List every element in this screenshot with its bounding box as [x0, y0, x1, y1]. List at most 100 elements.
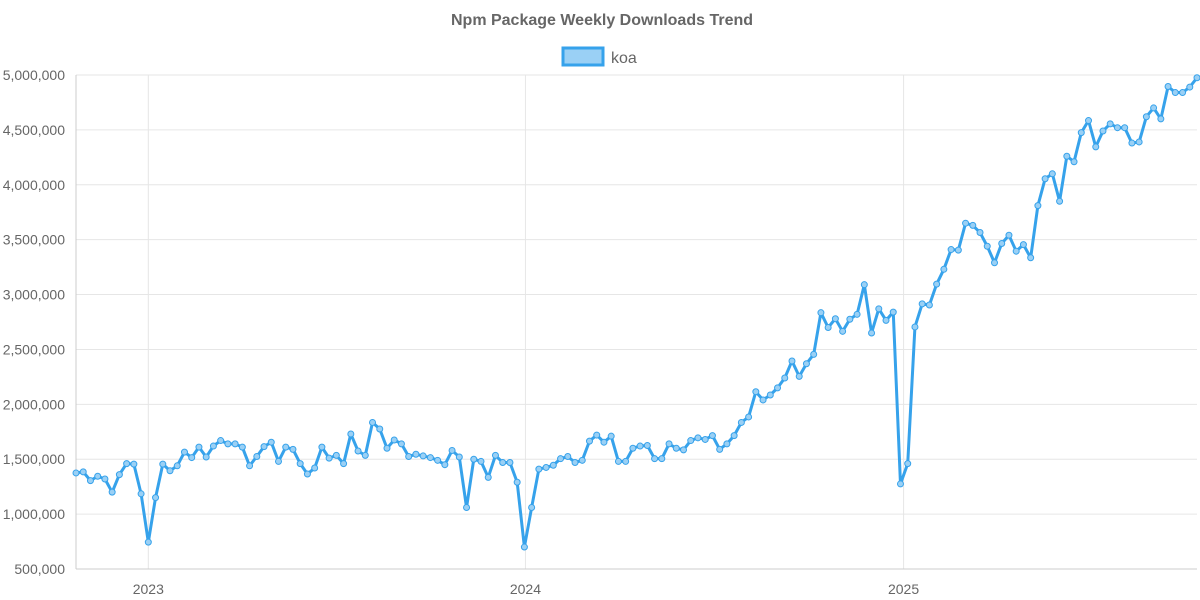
- data-point[interactable]: [282, 443, 290, 451]
- data-point[interactable]: [911, 323, 919, 331]
- data-point[interactable]: [918, 300, 926, 308]
- data-point[interactable]: [557, 455, 565, 463]
- data-point[interactable]: [593, 431, 601, 439]
- data-point[interactable]: [983, 242, 991, 250]
- data-point[interactable]: [209, 442, 217, 450]
- data-point[interactable]: [969, 221, 977, 229]
- data-point[interactable]: [491, 451, 499, 459]
- data-point[interactable]: [643, 442, 651, 449]
- data-point[interactable]: [528, 504, 536, 512]
- data-point[interactable]: [629, 444, 637, 452]
- data-point[interactable]: [752, 388, 760, 396]
- data-point[interactable]: [1056, 197, 1064, 205]
- data-point[interactable]: [564, 452, 572, 460]
- data-point[interactable]: [766, 391, 774, 399]
- data-point[interactable]: [289, 445, 297, 453]
- data-point[interactable]: [152, 494, 160, 502]
- data-point[interactable]: [1027, 254, 1035, 262]
- data-point[interactable]: [795, 372, 803, 380]
- data-point[interactable]: [716, 445, 724, 453]
- data-point[interactable]: [947, 246, 955, 254]
- data-point[interactable]: [954, 246, 962, 254]
- data-point[interactable]: [1034, 202, 1042, 210]
- data-point[interactable]: [253, 452, 261, 460]
- data-point[interactable]: [1171, 89, 1179, 97]
- data-point[interactable]: [332, 451, 340, 459]
- data-point[interactable]: [130, 460, 138, 468]
- data-point[interactable]: [1063, 152, 1071, 160]
- data-point[interactable]: [672, 444, 680, 452]
- data-point[interactable]: [658, 455, 666, 463]
- data-point[interactable]: [578, 456, 586, 464]
- data-point[interactable]: [311, 464, 319, 472]
- data-point[interactable]: [991, 259, 998, 267]
- data-point[interactable]: [246, 462, 254, 470]
- data-point[interactable]: [303, 470, 311, 478]
- data-point[interactable]: [781, 374, 789, 382]
- data-point[interactable]: [137, 490, 145, 498]
- data-point[interactable]: [224, 440, 232, 448]
- data-point[interactable]: [115, 471, 123, 479]
- data-point[interactable]: [1005, 231, 1013, 239]
- data-point[interactable]: [1157, 115, 1165, 123]
- data-point[interactable]: [687, 437, 695, 445]
- data-point[interactable]: [810, 350, 818, 358]
- data-point[interactable]: [173, 462, 181, 470]
- data-point[interactable]: [622, 457, 630, 465]
- data-point[interactable]: [1012, 247, 1020, 255]
- data-point[interactable]: [1070, 158, 1078, 166]
- data-point[interactable]: [651, 455, 659, 463]
- data-point[interactable]: [802, 360, 810, 368]
- data-point[interactable]: [1164, 83, 1172, 91]
- data-point[interactable]: [846, 315, 854, 323]
- data-point[interactable]: [354, 447, 362, 455]
- data-point[interactable]: [166, 467, 174, 475]
- data-point[interactable]: [455, 453, 463, 461]
- data-point[interactable]: [195, 443, 203, 451]
- data-point[interactable]: [636, 442, 644, 450]
- data-point[interactable]: [1150, 104, 1158, 112]
- data-point[interactable]: [513, 478, 521, 486]
- data-point[interactable]: [1193, 74, 1200, 82]
- data-point[interactable]: [1186, 83, 1194, 91]
- data-point[interactable]: [520, 543, 528, 551]
- data-point[interactable]: [180, 448, 188, 456]
- data-point[interactable]: [889, 308, 897, 316]
- data-point[interactable]: [463, 504, 471, 512]
- data-point[interactable]: [607, 432, 615, 440]
- data-point[interactable]: [260, 443, 268, 451]
- data-point[interactable]: [549, 461, 557, 469]
- data-point[interactable]: [390, 436, 398, 444]
- data-point[interactable]: [470, 455, 478, 463]
- data-point[interactable]: [238, 443, 246, 451]
- data-point[interactable]: [1135, 138, 1143, 146]
- data-point[interactable]: [86, 477, 94, 485]
- data-point[interactable]: [882, 316, 890, 324]
- data-point[interactable]: [701, 435, 709, 443]
- data-point[interactable]: [275, 457, 282, 465]
- data-point[interactable]: [231, 440, 239, 448]
- data-point[interactable]: [79, 468, 87, 476]
- data-point[interactable]: [369, 418, 377, 426]
- data-point[interactable]: [1019, 241, 1027, 249]
- data-point[interactable]: [188, 454, 196, 462]
- data-point[interactable]: [94, 472, 102, 480]
- data-point[interactable]: [347, 430, 355, 438]
- data-point[interactable]: [1099, 127, 1107, 135]
- data-point[interactable]: [1179, 89, 1187, 97]
- data-point[interactable]: [108, 488, 116, 496]
- data-point[interactable]: [614, 457, 622, 465]
- data-point[interactable]: [1085, 117, 1093, 125]
- data-point[interactable]: [940, 265, 948, 273]
- data-point[interactable]: [1121, 124, 1129, 132]
- data-point[interactable]: [542, 463, 550, 471]
- data-point[interactable]: [1048, 170, 1056, 178]
- data-point[interactable]: [361, 451, 369, 459]
- data-point[interactable]: [585, 437, 593, 445]
- data-point[interactable]: [267, 438, 275, 446]
- data-point[interactable]: [680, 446, 688, 454]
- data-point[interactable]: [665, 440, 673, 448]
- data-point[interactable]: [904, 460, 912, 468]
- data-point[interactable]: [831, 315, 839, 323]
- data-point[interactable]: [499, 459, 507, 467]
